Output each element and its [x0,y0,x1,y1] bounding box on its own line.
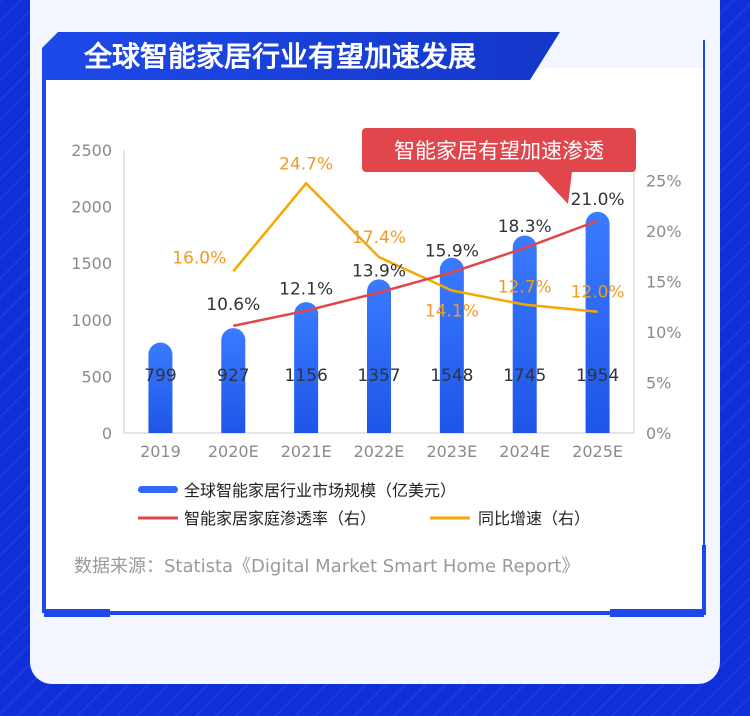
bar-market-size [221,328,246,433]
legend-label-market-size: 全球智能家居行业市场规模（亿美元） [184,481,456,500]
growth-value-label: 24.7% [279,154,333,174]
growth-value-label: 12.0% [571,283,625,303]
bar-value-label: 1745 [503,366,546,386]
bar-value-label: 1156 [285,366,328,386]
y-left-tick-label: 0 [102,424,112,443]
y-right-tick-label: 15% [646,272,682,291]
legend-item-growth: 同比增速（右） [430,509,590,528]
legend: 全球智能家居行业市场规模（亿美元） 智能家居家庭渗透率（右） 同比增速（右） [138,481,590,528]
callout: 智能家居有望加速渗透 [362,128,636,204]
growth-value-label: 16.0% [172,248,226,268]
y-right-tick-label: 20% [646,222,682,241]
y-right-tick-label: 5% [646,373,671,392]
bar-market-size [512,235,537,433]
y-right-tick-label: 25% [646,171,682,190]
legend-label-penetration: 智能家居家庭渗透率（右） [184,509,376,528]
penetration-value-label: 13.9% [352,262,406,282]
bar-value-label: 1548 [430,366,473,386]
x-tick-label: 2020E [208,442,259,461]
bar-market-size [585,211,610,433]
penetration-value-label: 18.3% [498,217,552,237]
y-left-tick-label: 2500 [71,141,112,160]
y-left-tick-label: 1000 [71,311,112,330]
bar-value-label: 927 [217,366,249,386]
line-yoy-growth [232,182,598,313]
y-right-tick-label: 10% [646,323,682,342]
source-note: 数据来源：Statista《Digital Market Smart Home … [74,556,579,577]
legend-label-growth: 同比增速（右） [478,509,590,528]
penetration-value-label: 10.6% [206,295,260,315]
x-tick-label: 2021E [281,442,332,461]
y-right-tick-label: 0% [646,424,671,443]
growth-value-label: 17.4% [352,228,406,248]
penetration-value-label: 15.9% [425,241,479,261]
x-tick-label: 2023E [426,442,477,461]
bar-market-size [367,279,392,433]
growth-value-label: 14.1% [425,301,479,321]
y-left-tick-label: 2000 [71,198,112,217]
penetration-value-label: 21.0% [571,190,625,210]
bar-market-size [148,342,173,433]
chart-title: 全球智能家居行业有望加速发展 [83,40,476,73]
bar-value-label: 1357 [357,366,400,386]
penetration-value-label: 12.1% [279,280,333,300]
x-tick-label: 2022E [354,442,405,461]
x-tick-label: 2019 [140,442,181,461]
x-tick-label: 2024E [499,442,550,461]
growth-value-label: 12.7% [498,278,552,298]
callout-text: 智能家居有望加速渗透 [394,139,604,163]
line-penetration-rate [233,219,599,328]
x-tick-label: 2025E [572,442,623,461]
bar-market-size [439,257,464,433]
bar-market-size [294,302,319,433]
title-banner: 全球智能家居行业有望加速发展 [42,32,560,80]
bar-value-label: 799 [144,366,176,386]
y-left-tick-label: 500 [81,367,112,386]
legend-item-penetration: 智能家居家庭渗透率（右） [138,509,376,528]
bar-value-label: 1954 [576,366,619,386]
y-left-tick-label: 1500 [71,254,112,273]
legend-item-market-size: 全球智能家居行业市场规模（亿美元） [138,481,456,500]
